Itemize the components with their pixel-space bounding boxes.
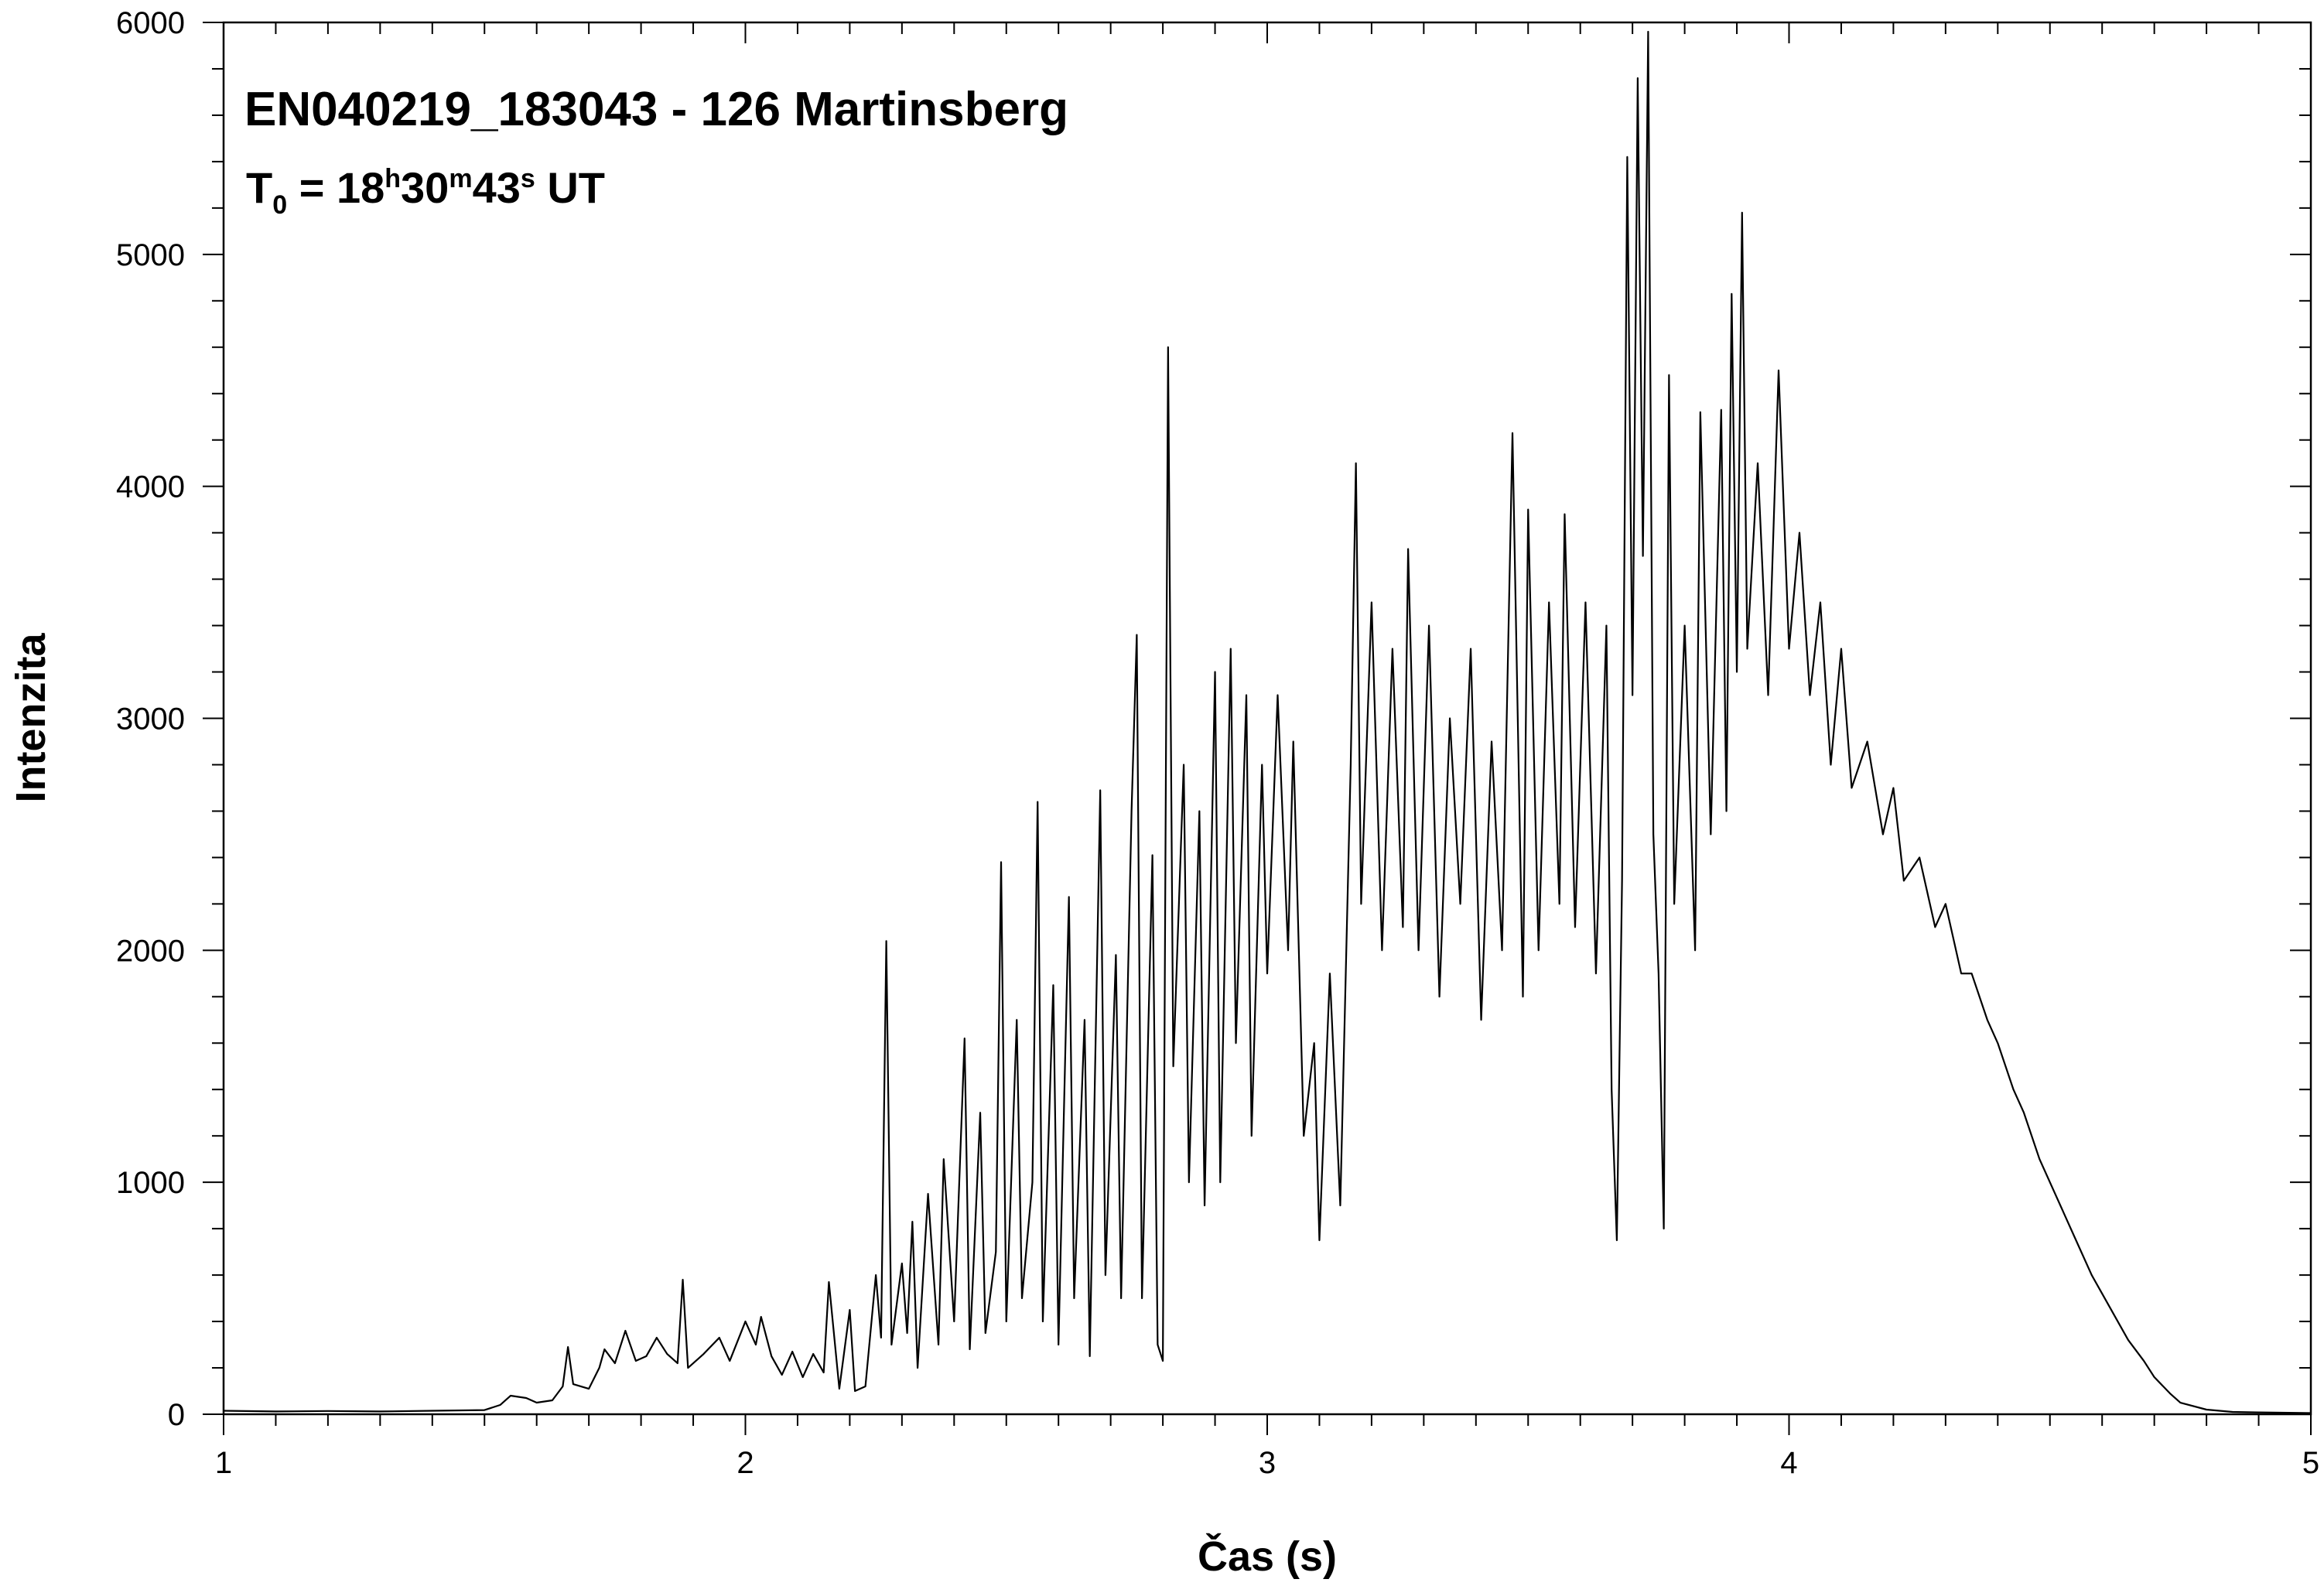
subtitle-part: T [246, 163, 272, 212]
y-tick-label: 4000 [116, 470, 185, 504]
plot-frame [222, 21, 2312, 1416]
x-tick-label: 3 [1259, 1446, 1276, 1480]
y-tick-label: 0 [168, 1398, 185, 1432]
x-axis-label: Čas (s) [1198, 1533, 1337, 1580]
chart-title: EN040219_183043 - 126 Martinsberg [244, 83, 1068, 136]
subtitle-subscript: 0 [272, 190, 287, 220]
chart-subtitle: T0 = 18h30m43s UT [246, 163, 605, 220]
subtitle-part: UT [535, 163, 605, 212]
subtitle-part: 43 [473, 163, 521, 212]
y-axis-label: Intenzita [8, 633, 54, 803]
subtitle-superscript: h [384, 164, 401, 193]
subtitle-superscript: m [449, 164, 472, 193]
y-tick-label: 6000 [116, 6, 185, 40]
x-tick-label: 1 [215, 1446, 232, 1480]
y-tick-label: 1000 [116, 1166, 185, 1200]
x-tick-label: 2 [737, 1446, 754, 1480]
x-tick-label: 4 [1780, 1446, 1797, 1480]
subtitle-part: = 18 [287, 163, 384, 212]
y-tick-label: 2000 [116, 934, 185, 968]
y-tick-label: 5000 [116, 238, 185, 272]
x-tick-label: 5 [2302, 1446, 2319, 1480]
subtitle-part: 30 [401, 163, 449, 212]
subtitle-superscript: s [521, 164, 535, 193]
data-line [223, 30, 2312, 1414]
y-tick-label: 3000 [116, 702, 185, 737]
